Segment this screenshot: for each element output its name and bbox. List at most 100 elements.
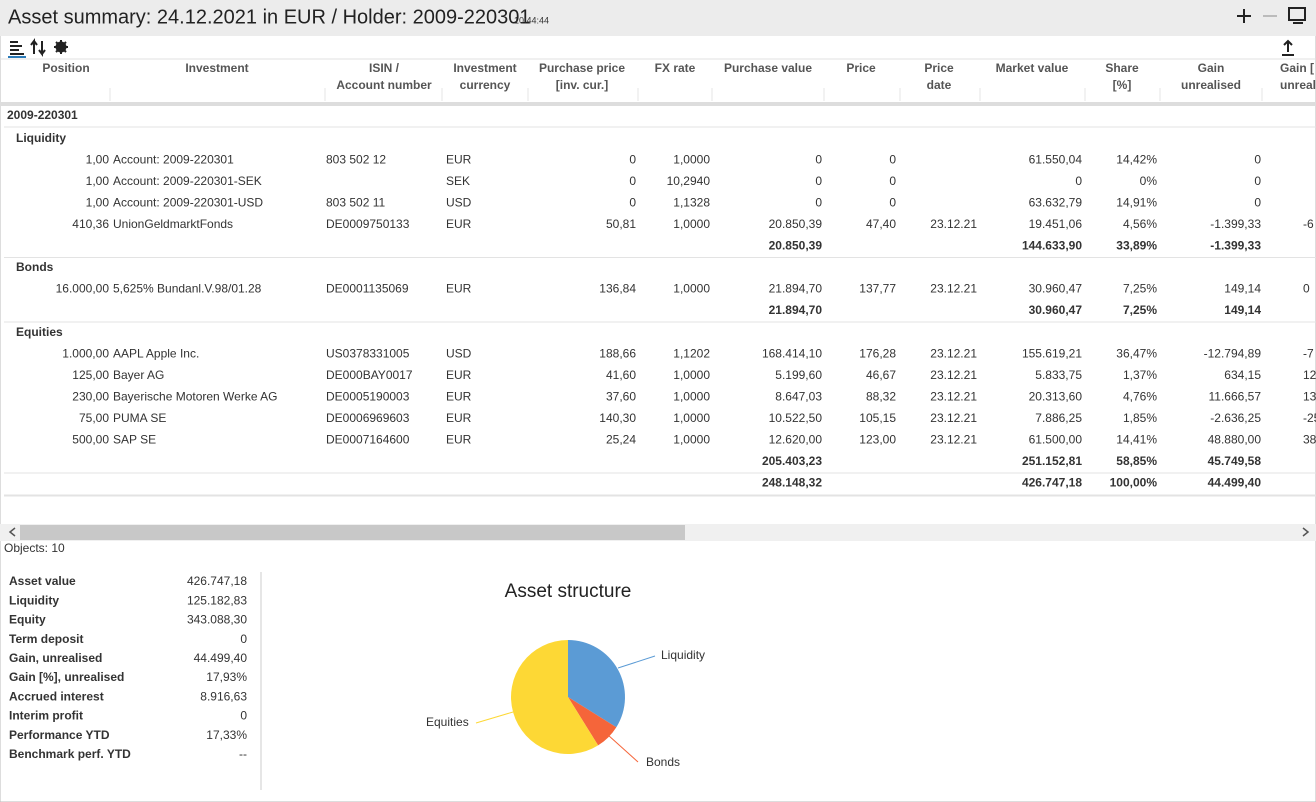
column-header: Investment bbox=[185, 61, 248, 75]
cell: 21.894,70 bbox=[769, 282, 823, 296]
cell: DE0006969603 bbox=[326, 411, 410, 425]
cell: 23.12.21 bbox=[930, 217, 977, 231]
cell: Account: 2009-220301-USD bbox=[113, 196, 263, 210]
cell: -6 bbox=[1303, 217, 1314, 231]
cell: DE000BAY0017 bbox=[326, 368, 413, 382]
cell: USD bbox=[446, 196, 472, 210]
cell: 12.620,00 bbox=[769, 433, 823, 447]
cell: 134 bbox=[1303, 390, 1316, 404]
cell: 251.152,81 bbox=[1022, 454, 1082, 468]
cell: DE0001135069 bbox=[326, 282, 409, 296]
cell: Account: 2009-220301 bbox=[113, 153, 234, 167]
cell: 500,00 bbox=[72, 433, 109, 447]
cell: PUMA SE bbox=[113, 411, 166, 425]
summary-label: Asset value bbox=[9, 574, 76, 588]
cell: 50,81 bbox=[606, 217, 636, 231]
summary-label: Equity bbox=[9, 613, 46, 627]
slice-label: Liquidity bbox=[661, 648, 705, 662]
cell: EUR bbox=[446, 433, 472, 447]
cell: 61.550,04 bbox=[1029, 153, 1083, 167]
sort-icon[interactable] bbox=[30, 38, 46, 57]
cell: 1,00 bbox=[86, 196, 110, 210]
column-header: Price bbox=[846, 61, 876, 75]
summary-label: Term deposit bbox=[9, 632, 83, 646]
cell: 61.500,00 bbox=[1029, 433, 1083, 447]
column-header: Gain bbox=[1198, 61, 1225, 75]
cell: 4,56% bbox=[1123, 217, 1157, 231]
cell: 0 bbox=[815, 196, 822, 210]
header-separator bbox=[0, 102, 1316, 106]
cell: 5,625% Bundanl.V.98/01.28 bbox=[113, 282, 262, 296]
cell: 12 bbox=[1303, 368, 1316, 382]
group-label: Liquidity bbox=[16, 131, 66, 145]
summary-value: 0 bbox=[240, 709, 247, 723]
cell: 155.619,21 bbox=[1022, 347, 1082, 361]
cell: 105,15 bbox=[859, 411, 896, 425]
cell: 1,1328 bbox=[673, 196, 710, 210]
cell: 8.647,03 bbox=[775, 390, 822, 404]
cell: 248.148,32 bbox=[762, 476, 822, 490]
cell: 230,00 bbox=[72, 390, 109, 404]
cell: EUR bbox=[446, 217, 472, 231]
layout-icon[interactable] bbox=[8, 41, 26, 58]
maximize-button[interactable] bbox=[1288, 7, 1306, 24]
summary-value: 44.499,40 bbox=[194, 651, 248, 665]
cell: 0 bbox=[629, 153, 636, 167]
cell: 0 bbox=[1254, 196, 1261, 210]
add-button[interactable] bbox=[1237, 9, 1251, 23]
scroll-left[interactable] bbox=[8, 527, 16, 537]
leader-line bbox=[617, 655, 656, 669]
cell: 803 502 11 bbox=[326, 196, 385, 210]
holder: 2009-220301 bbox=[7, 108, 78, 122]
scrollbar-thumb[interactable] bbox=[20, 525, 685, 540]
cell: 16.000,00 bbox=[56, 282, 110, 296]
column-header: Account number bbox=[336, 78, 432, 92]
cell: 136,84 bbox=[599, 282, 636, 296]
cell: 1,00 bbox=[86, 153, 110, 167]
export-icon[interactable] bbox=[1282, 39, 1294, 56]
cell: 0 bbox=[1075, 174, 1082, 188]
cell: 0 bbox=[1254, 174, 1261, 188]
column-header: Purchase price bbox=[539, 61, 625, 75]
cell: 0% bbox=[1140, 174, 1158, 188]
cell: 25,24 bbox=[606, 433, 636, 447]
cell: 33,89% bbox=[1116, 239, 1157, 253]
cell: 7,25% bbox=[1123, 303, 1157, 317]
cell: DE0007164600 bbox=[326, 433, 410, 447]
cell: 23.12.21 bbox=[930, 282, 977, 296]
cell: 20.850,39 bbox=[769, 217, 823, 231]
cell: 23.12.21 bbox=[930, 433, 977, 447]
settings-icon[interactable] bbox=[54, 40, 68, 54]
cell: 88,32 bbox=[866, 390, 896, 404]
cell: 19.451,06 bbox=[1029, 217, 1083, 231]
cell: 205.403,23 bbox=[762, 454, 822, 468]
cell: 58,85% bbox=[1116, 454, 1157, 468]
cell: EUR bbox=[446, 411, 472, 425]
summary-value: 426.747,18 bbox=[187, 574, 247, 588]
cell: 0 bbox=[889, 196, 896, 210]
cell: 23.12.21 bbox=[930, 347, 977, 361]
cell: 1,0000 bbox=[673, 217, 710, 231]
cell: USD bbox=[446, 347, 472, 361]
summary-value: 17,33% bbox=[206, 728, 247, 742]
pie-slice bbox=[511, 640, 599, 754]
cell: 410,36 bbox=[72, 217, 109, 231]
cell: 20.850,39 bbox=[769, 239, 823, 253]
cell: Bayerische Motoren Werke AG bbox=[113, 390, 278, 404]
cell: 5.199,60 bbox=[775, 368, 822, 382]
cell: EUR bbox=[446, 153, 472, 167]
cell: 47,40 bbox=[866, 217, 896, 231]
cell: 75,00 bbox=[79, 411, 109, 425]
cell: 1,00 bbox=[86, 174, 110, 188]
pie-slice bbox=[568, 697, 617, 746]
scroll-right[interactable] bbox=[1302, 527, 1310, 537]
cell: EUR bbox=[446, 282, 472, 296]
title-bar bbox=[0, 0, 1316, 36]
cell: -25 bbox=[1303, 411, 1316, 425]
cell: 46,67 bbox=[866, 368, 896, 382]
cell: 0 bbox=[1254, 153, 1261, 167]
summary-label: Performance YTD bbox=[9, 728, 110, 742]
cell: 20.313,60 bbox=[1029, 390, 1083, 404]
column-header: Gain [ bbox=[1280, 61, 1314, 75]
